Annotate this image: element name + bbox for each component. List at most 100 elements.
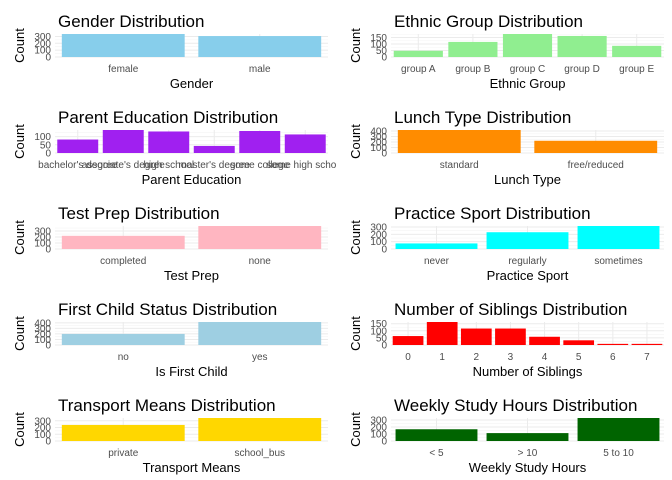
y-tick-label: 100	[34, 239, 51, 250]
x-tick-label: 3	[508, 352, 514, 363]
x-tick-label: master's degree	[179, 160, 251, 171]
y-tick-label: 0	[381, 341, 387, 352]
y-axis-label: Count	[12, 28, 27, 63]
chart-title: First Child Status Distribution	[58, 300, 277, 319]
y-tick-label: 100	[34, 335, 51, 346]
x-tick-label: sometimes	[594, 256, 642, 267]
bar-group-d	[557, 35, 607, 57]
x-axis-label: Parent Education	[142, 172, 242, 187]
y-tick-label: 50	[376, 46, 388, 57]
x-tick-label: female	[108, 64, 138, 75]
x-tick-label: completed	[100, 256, 146, 267]
x-tick-label: 2	[474, 352, 480, 363]
x-tick-label: group E	[619, 64, 654, 75]
bar-male	[198, 36, 322, 57]
y-axis-label: Count	[12, 124, 27, 159]
y-tick-label: 100	[34, 430, 51, 441]
x-axis-label: Number of Siblings	[473, 364, 583, 379]
chart-title: Test Prep Distribution	[58, 204, 220, 223]
y-tick-label: 100	[370, 237, 387, 248]
bar-master-s-degree	[193, 145, 235, 153]
y-tick-label: 200	[34, 329, 51, 340]
bar-female	[61, 34, 185, 57]
x-tick-label: group D	[564, 64, 600, 75]
x-axis-label: Transport Means	[143, 460, 241, 475]
chart-title: Number of Siblings Distribution	[394, 300, 627, 319]
y-tick-label: 300	[370, 132, 387, 143]
panel-parent-education: 0 50 100 bachelor's degree associate's degre…	[0, 96, 336, 192]
y-tick-label: 200	[34, 233, 51, 244]
y-axis-label: Count	[348, 220, 363, 255]
panel-siblings: 0 50 100 150 0 1 2 3 4 5 6 7 Number of Siblings Dist…	[336, 288, 672, 384]
bar-group-c	[502, 34, 553, 57]
x-tick-label: 6	[610, 352, 616, 363]
x-tick-label: bachelor's degree	[38, 160, 118, 171]
x-tick-label: free/reduced	[568, 160, 624, 171]
x-tick-label: group A	[401, 64, 436, 75]
bar-3	[495, 328, 526, 345]
y-axis-label: Count	[12, 316, 27, 351]
y-tick-label: 0	[45, 437, 51, 448]
y-tick-label: 0	[381, 149, 387, 160]
panel-first-child: 0 100 200 300 400 no yes First Child Status Dis…	[0, 288, 336, 384]
panel-ethnic-group: 0 50 100 150 group A group B group C group D gro…	[336, 0, 672, 96]
x-tick-label: some high school	[266, 160, 336, 171]
y-tick-label: 200	[370, 138, 387, 149]
bar-no	[61, 333, 185, 345]
x-tick-label: group B	[455, 64, 490, 75]
bar-group-b	[448, 41, 498, 57]
y-tick-label: 400	[370, 127, 387, 138]
x-tick-label: some college	[230, 160, 289, 171]
y-tick-label: 150	[370, 33, 387, 44]
x-tick-label: high school	[143, 160, 194, 171]
y-tick-label: 100	[370, 326, 387, 337]
y-tick-label: 0	[381, 53, 387, 64]
panel-practice-sport: 0 100 200 300 never regularly sometimes Practic…	[336, 192, 672, 288]
y-tick-label: 100	[370, 40, 387, 51]
y-axis-label: Count	[12, 220, 27, 255]
bar-7	[631, 343, 663, 345]
bar-1	[426, 322, 458, 345]
bar-sometimes	[577, 226, 660, 249]
y-axis-label: Count	[348, 28, 363, 63]
chart-title: Weekly Study Hours Distribution	[394, 396, 637, 415]
y-tick-label: 300	[34, 32, 51, 43]
bar-school-bus	[198, 418, 322, 441]
bar-yes	[198, 322, 322, 345]
y-tick-label: 100	[34, 46, 51, 57]
y-tick-label: 200	[370, 230, 387, 241]
y-tick-label: 100	[370, 430, 387, 441]
bar-5	[395, 429, 478, 441]
bar-0	[392, 336, 424, 345]
y-tick-label: 300	[34, 227, 51, 238]
x-tick-label: 4	[542, 352, 548, 363]
x-tick-label: yes	[252, 352, 268, 363]
y-tick-label: 0	[45, 149, 51, 160]
y-tick-label: 100	[370, 143, 387, 154]
x-tick-label: group C	[510, 64, 546, 75]
bar-some-college	[239, 130, 281, 153]
bar-private	[61, 424, 185, 441]
panel-gender: 0 100 200 300 female male Gender Distribution G…	[0, 0, 336, 96]
y-tick-label: 200	[370, 423, 387, 434]
bar-completed	[61, 235, 185, 249]
bar-never	[395, 243, 478, 249]
y-axis-label: Count	[348, 316, 363, 351]
x-tick-label: regularly	[508, 256, 546, 267]
x-tick-label: never	[424, 256, 450, 267]
y-tick-label: 50	[376, 333, 388, 344]
y-tick-label: 0	[45, 341, 51, 352]
y-tick-label: 0	[45, 245, 51, 256]
x-axis-label: Is First Child	[155, 364, 227, 379]
bar-6	[597, 343, 629, 345]
x-axis-label: Weekly Study Hours	[469, 460, 587, 475]
bar-standard	[397, 130, 521, 153]
x-tick-label: associate's degree	[82, 160, 166, 171]
